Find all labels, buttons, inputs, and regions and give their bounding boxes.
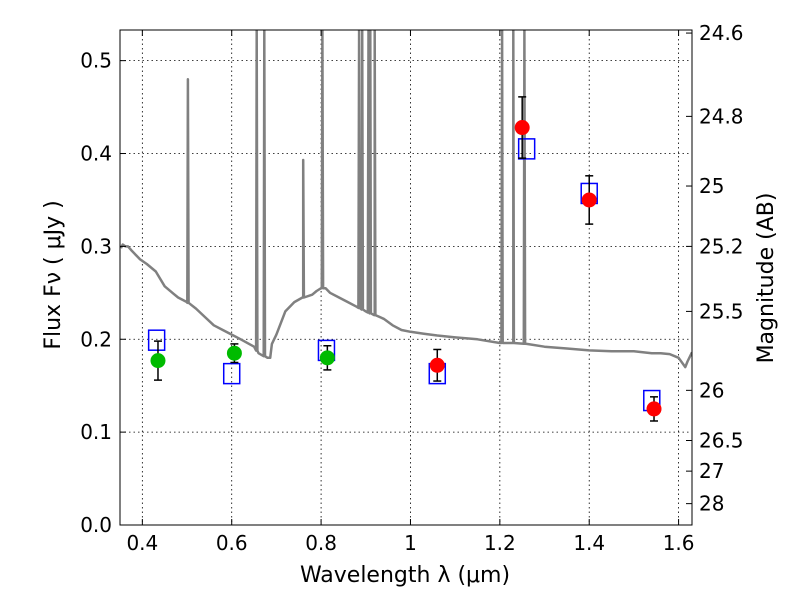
right-tick-label: 24.8 <box>699 104 744 128</box>
optical-point <box>319 350 335 366</box>
optical-point <box>226 345 242 361</box>
right-tick-label: 27 <box>699 459 724 483</box>
y-tick-label: 0.1 <box>80 420 112 444</box>
nir-point <box>646 401 662 417</box>
points-layer <box>147 96 662 422</box>
optical-point <box>150 353 166 369</box>
right-tick-label: 26.5 <box>699 428 744 452</box>
x-tick-label: 1.2 <box>484 531 516 555</box>
x-tick-label: 0.6 <box>216 531 248 555</box>
y-axis-label: Flux Fν ( μJy ) <box>41 200 66 349</box>
spectrum-layer <box>120 30 692 369</box>
plot-frame <box>119 29 693 526</box>
x-tick-label: 0.8 <box>305 531 337 555</box>
nir-point <box>581 192 597 208</box>
y-tick-label: 0.3 <box>80 234 112 258</box>
x-tick-label: 0.4 <box>126 531 158 555</box>
y-tick-label: 0.2 <box>80 327 112 351</box>
x-tick-label: 1 <box>404 531 417 555</box>
model-box <box>222 362 241 385</box>
right-tick-label: 25.2 <box>699 234 744 258</box>
y-tick-label: 0.4 <box>80 142 112 166</box>
right-tick-label: 26 <box>699 378 724 402</box>
right-tick-label: 28 <box>699 492 724 516</box>
x-tick-label: 1.4 <box>573 531 605 555</box>
x-tick-label: 1.6 <box>663 531 695 555</box>
x-axis-label: Wavelength λ (μm) <box>300 563 510 588</box>
nir-point <box>429 357 445 373</box>
right-tick-label: 24.6 <box>699 21 744 45</box>
right-axis-label: Magnitude (AB) <box>754 193 779 364</box>
grid-layer <box>120 30 692 526</box>
ticks-layer: 0.4 0.6 0.8 1 1.2 1.4 1.6 0.0 0.1 0.2 0.3 0.4 0.5 24.… <box>80 21 743 555</box>
right-tick-label: 25 <box>699 174 724 198</box>
nir-point <box>514 120 530 136</box>
model-box <box>147 329 166 351</box>
model-box <box>517 138 536 160</box>
right-tick-label: 25.5 <box>699 299 744 323</box>
spectrum-line <box>120 30 692 369</box>
y-tick-label: 0.0 <box>80 513 112 537</box>
y-tick-label: 0.5 <box>80 49 112 73</box>
